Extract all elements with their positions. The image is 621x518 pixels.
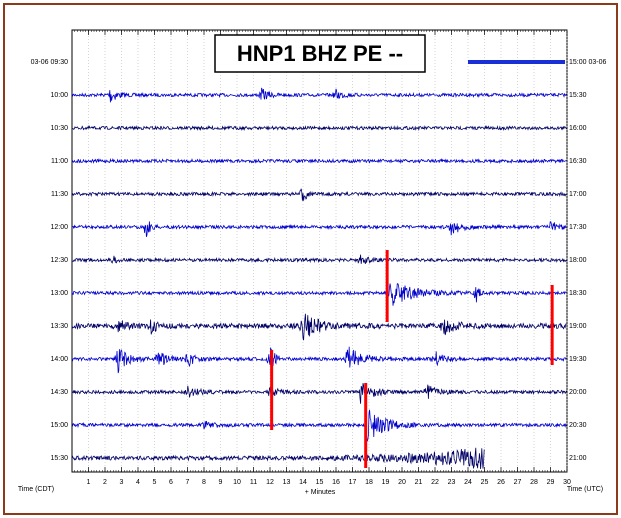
left-time-label: 12:00	[50, 224, 68, 231]
x-tick-label: 26	[497, 479, 505, 486]
x-tick-label: 27	[514, 479, 522, 486]
x-tick-label: 3	[120, 479, 124, 486]
x-tick-label: 1	[87, 479, 91, 486]
left-time-label: 10:00	[50, 92, 68, 99]
x-tick-label: 16	[332, 479, 340, 486]
right-time-label: 16:30	[569, 158, 587, 165]
right-time-label: 18:30	[569, 290, 587, 297]
x-tick-label: 12	[266, 479, 274, 486]
x-tick-label: 28	[530, 479, 538, 486]
trace	[71, 313, 567, 341]
x-tick-label: 11	[250, 479, 257, 486]
left-time-label: 15:00	[50, 422, 68, 429]
trace	[71, 409, 567, 442]
x-tick-label: 18	[365, 479, 373, 486]
x-tick-label: 29	[547, 479, 555, 486]
left-time-label: 15:30	[50, 455, 68, 462]
x-tick-label: 15	[316, 479, 324, 486]
plot-area	[71, 29, 568, 473]
right-time-label: 17:00	[569, 191, 587, 198]
x-tick-label: 24	[464, 479, 472, 486]
left-time-label: 03-06 09:30	[31, 59, 68, 66]
left-time-label: 11:00	[51, 158, 68, 165]
x-tick-label: 4	[136, 479, 140, 486]
x-tick-label: 10	[233, 479, 241, 486]
right-time-label: 19:00	[569, 323, 587, 330]
x-tick-label: 8	[202, 479, 206, 486]
x-axis-label: + Minutes	[305, 489, 336, 496]
trace	[71, 346, 567, 374]
trace	[72, 383, 567, 404]
right-time-label: 16:00	[569, 125, 587, 132]
right-time-label: 15:00 03-06	[569, 59, 606, 66]
right-time-label: 20:00	[569, 389, 587, 396]
left-time-label: 11:30	[51, 191, 68, 198]
right-time-label: 18:00	[569, 257, 587, 264]
right-axis-title: Time (UTC)	[567, 486, 603, 493]
x-tick-label: 6	[169, 479, 173, 486]
chart-title: HNP1 BHZ PE --	[237, 41, 403, 66]
x-tick-label: 23	[448, 479, 456, 486]
left-time-label: 12:30	[50, 257, 68, 264]
x-tick-label: 20	[398, 479, 406, 486]
trace	[71, 283, 567, 306]
trace	[71, 447, 485, 470]
left-time-label: 13:30	[50, 323, 68, 330]
left-time-label: 14:30	[50, 389, 68, 396]
trace	[71, 221, 567, 238]
right-time-label: 15:30	[569, 92, 587, 99]
x-tick-label: 7	[186, 479, 190, 486]
x-tick-label: 13	[283, 479, 291, 486]
x-tick-label: 22	[431, 479, 439, 486]
trace	[71, 254, 567, 264]
left-time-label: 14:00	[50, 356, 68, 363]
trace	[71, 87, 567, 103]
right-time-label: 20:30	[569, 422, 587, 429]
trace	[71, 188, 567, 201]
left-time-label: 13:00	[50, 290, 68, 297]
x-tick-label: 5	[153, 479, 157, 486]
x-tick-label: 17	[349, 479, 357, 486]
x-tick-label: 9	[219, 479, 223, 486]
trace	[71, 157, 567, 165]
x-tick-label: 19	[382, 479, 390, 486]
right-time-label: 21:00	[569, 455, 587, 462]
trace	[71, 124, 567, 132]
x-tick-label: 2	[103, 479, 107, 486]
left-axis-title: Time (CDT)	[18, 486, 54, 493]
x-tick-label: 30	[563, 479, 571, 486]
right-time-label: 17:30	[569, 224, 587, 231]
x-tick-label: 21	[415, 479, 423, 486]
x-tick-label: 14	[299, 479, 307, 486]
right-time-label: 19:30	[569, 356, 587, 363]
left-time-label: 10:30	[50, 125, 68, 132]
x-tick-label: 25	[481, 479, 489, 486]
title-box	[214, 34, 426, 73]
